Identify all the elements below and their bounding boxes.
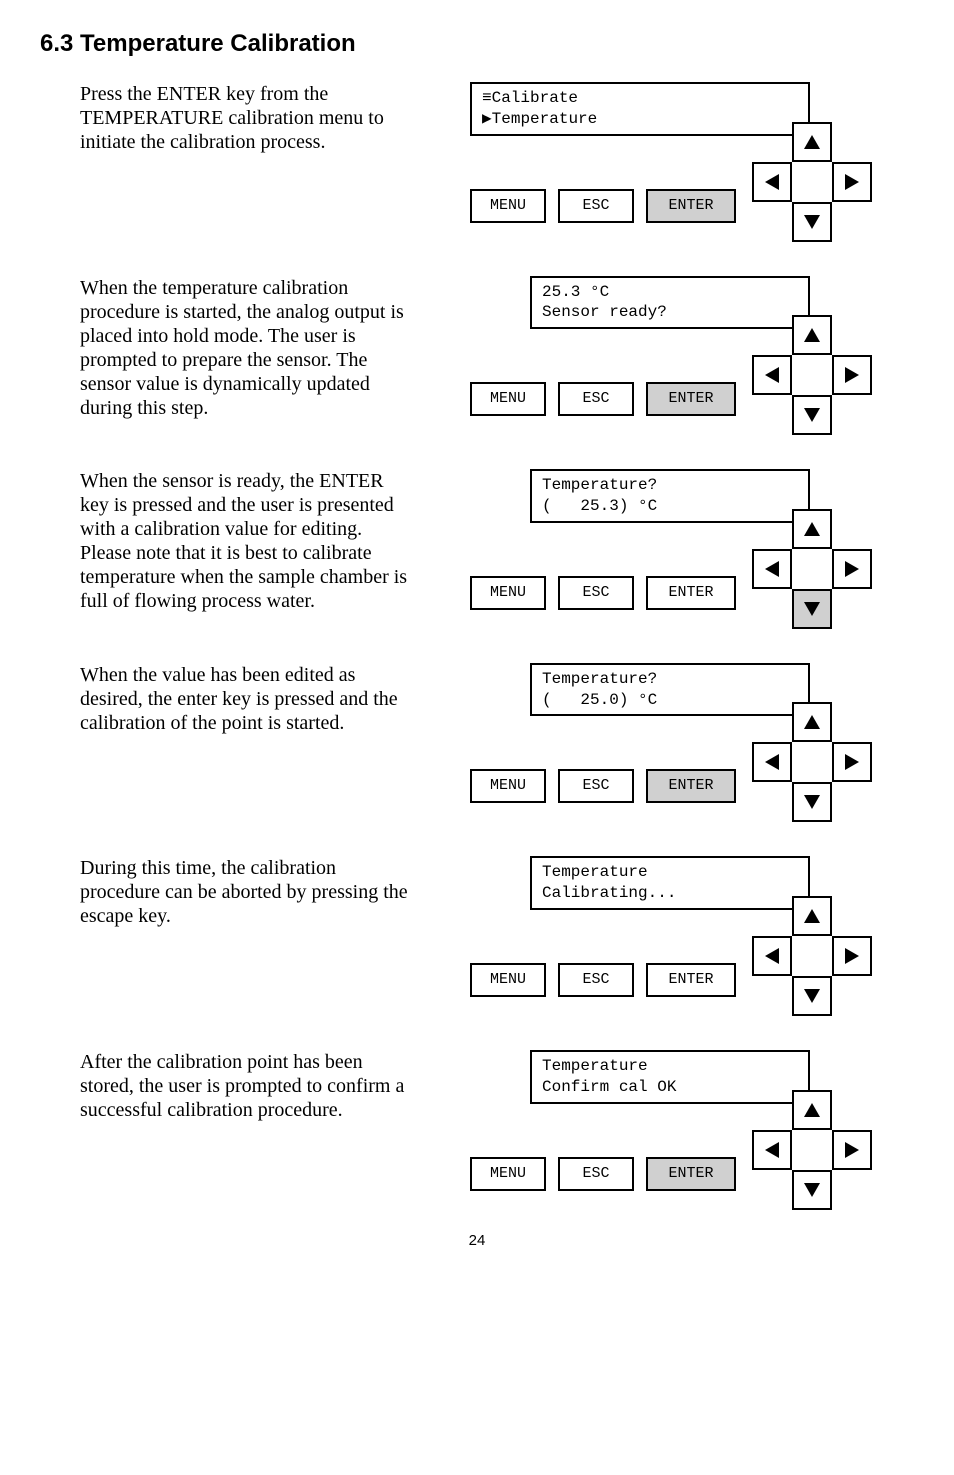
dpad [752,122,872,242]
down-arrow-button[interactable] [792,976,832,1016]
menu-button[interactable]: MENU [470,963,546,997]
left-arrow-button[interactable] [752,742,792,782]
button-row: MENU ESC ENTER [470,553,872,633]
right-arrow-button[interactable] [832,549,872,589]
enter-button[interactable]: ENTER [646,769,736,803]
menu-button[interactable]: MENU [470,382,546,416]
left-arrow-button[interactable] [752,162,792,202]
step-5-text: During this time, the calibration proced… [40,856,420,928]
esc-button[interactable]: ESC [558,769,634,803]
dpad [752,896,872,1016]
step-2-diagram: 25.3 °C Sensor ready? MENU ESC ENTER [420,276,914,440]
left-arrow-button[interactable] [752,1130,792,1170]
step-6: After the calibration point has been sto… [40,1050,914,1214]
esc-button[interactable]: ESC [558,576,634,610]
dpad [752,1090,872,1210]
enter-button[interactable]: ENTER [646,189,736,223]
menu-button[interactable]: MENU [470,189,546,223]
page-number: 24 [40,1232,914,1249]
up-arrow-button[interactable] [792,1090,832,1130]
down-arrow-button[interactable] [792,1170,832,1210]
step-4-diagram: Temperature? ( 25.0) °C MENU ESC ENTER [420,663,914,827]
down-arrow-button[interactable] [792,395,832,435]
down-arrow-button[interactable] [792,782,832,822]
step-1-diagram: ≡Calibrate ▶Temperature MENU ESC ENTER [420,82,914,246]
step-1: Press the ENTER key from the TEMPERATURE… [40,82,914,246]
button-row: MENU ESC ENTER [470,166,872,246]
left-arrow-button[interactable] [752,936,792,976]
section-title: 6.3 Temperature Calibration [40,30,914,58]
dpad [752,509,872,629]
down-arrow-button[interactable] [792,202,832,242]
enter-button[interactable]: ENTER [646,576,736,610]
menu-button[interactable]: MENU [470,769,546,803]
step-2-text: When the temperature calibration procedu… [40,276,420,420]
step-5-diagram: Temperature Calibrating... MENU ESC ENTE… [420,856,914,1020]
step-6-diagram: Temperature Confirm cal OK MENU ESC ENTE… [420,1050,914,1214]
button-row: MENU ESC ENTER [470,940,872,1020]
esc-button[interactable]: ESC [558,1157,634,1191]
right-arrow-button[interactable] [832,742,872,782]
up-arrow-button[interactable] [792,509,832,549]
step-4-text: When the value has been edited as desire… [40,663,420,735]
dpad [752,315,872,435]
right-arrow-button[interactable] [832,162,872,202]
step-3-text: When the sensor is ready, the ENTER key … [40,469,420,613]
enter-button[interactable]: ENTER [646,1157,736,1191]
esc-button[interactable]: ESC [558,382,634,416]
enter-button[interactable]: ENTER [646,963,736,997]
button-row: MENU ESC ENTER [470,746,872,826]
dpad [752,702,872,822]
up-arrow-button[interactable] [792,122,832,162]
up-arrow-button[interactable] [792,315,832,355]
button-row: MENU ESC ENTER [470,1134,872,1214]
button-row: MENU ESC ENTER [470,359,872,439]
step-5: During this time, the calibration proced… [40,856,914,1020]
menu-button[interactable]: MENU [470,1157,546,1191]
right-arrow-button[interactable] [832,936,872,976]
esc-button[interactable]: ESC [558,189,634,223]
step-6-text: After the calibration point has been sto… [40,1050,420,1122]
step-4: When the value has been edited as desire… [40,663,914,827]
up-arrow-button[interactable] [792,896,832,936]
down-arrow-button[interactable] [792,589,832,629]
left-arrow-button[interactable] [752,355,792,395]
up-arrow-button[interactable] [792,702,832,742]
esc-button[interactable]: ESC [558,963,634,997]
left-arrow-button[interactable] [752,549,792,589]
step-2: When the temperature calibration procedu… [40,276,914,440]
right-arrow-button[interactable] [832,355,872,395]
step-3: When the sensor is ready, the ENTER key … [40,469,914,633]
step-3-diagram: Temperature? ( 25.3) °C MENU ESC ENTER [420,469,914,633]
enter-button[interactable]: ENTER [646,382,736,416]
step-1-text: Press the ENTER key from the TEMPERATURE… [40,82,420,154]
right-arrow-button[interactable] [832,1130,872,1170]
content-area: Press the ENTER key from the TEMPERATURE… [40,82,914,1224]
menu-button[interactable]: MENU [470,576,546,610]
